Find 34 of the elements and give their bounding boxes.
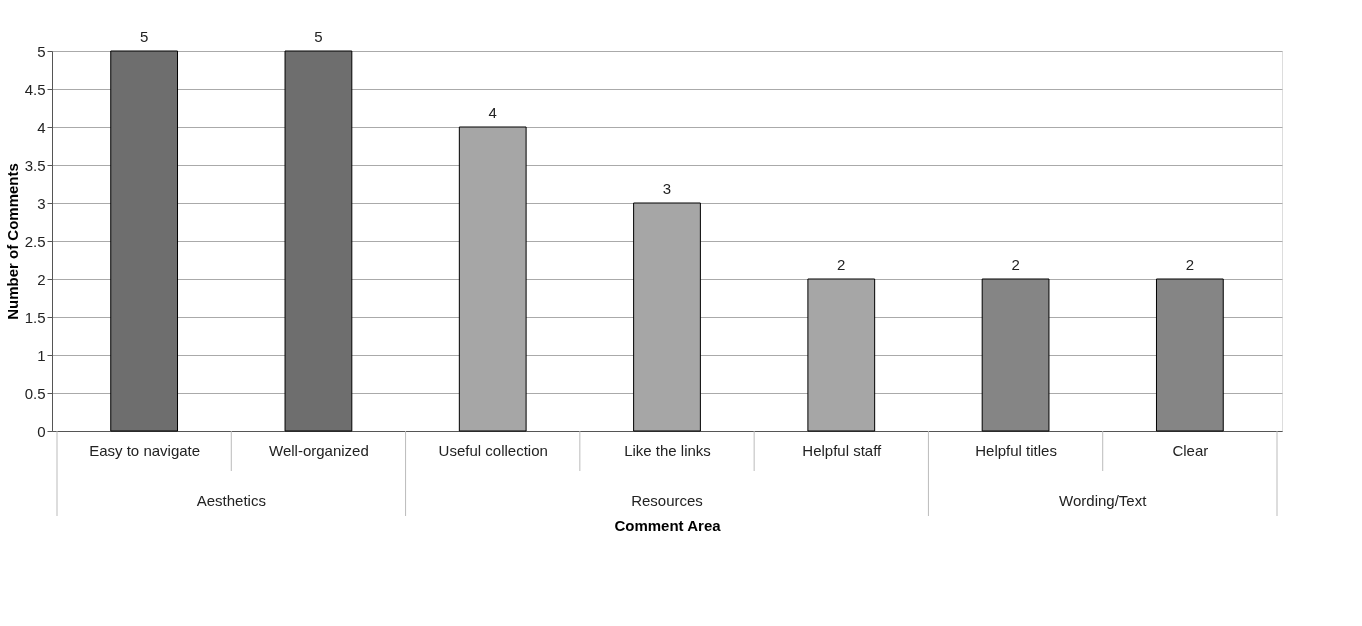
x-tick-label: Helpful titles bbox=[975, 441, 1057, 459]
y-axis-title: Number of Comments bbox=[3, 163, 21, 320]
x-axis-title: Comment Area bbox=[614, 516, 722, 534]
y-tick-label: 0 bbox=[37, 422, 46, 440]
y-tick-label: 5 bbox=[37, 42, 46, 60]
y-tick-label: 1 bbox=[37, 346, 46, 364]
x-tick-label: Helpful staff bbox=[802, 441, 883, 459]
data-label: 2 bbox=[1011, 256, 1020, 273]
bar bbox=[981, 278, 1050, 432]
data-label: 2 bbox=[837, 256, 846, 273]
x-tick-label: Well-organized bbox=[269, 441, 369, 459]
y-tick-label: 1.5 bbox=[24, 308, 46, 326]
x-tick-label: Easy to navigate bbox=[89, 441, 201, 459]
data-label: 2 bbox=[1185, 256, 1195, 273]
y-tick-label: 2 bbox=[37, 270, 46, 288]
bar bbox=[110, 50, 179, 432]
bar bbox=[1155, 278, 1224, 432]
x-tick-label: Clear bbox=[1172, 441, 1209, 459]
y-tick-label: 0.5 bbox=[24, 384, 46, 402]
y-tick-label: 4.5 bbox=[24, 80, 46, 98]
text: Wording/Text bbox=[1059, 492, 1148, 509]
x-tick-label: Like the links bbox=[624, 441, 711, 459]
text: Resources bbox=[631, 492, 703, 509]
text: Aesthetics bbox=[196, 492, 266, 509]
data-label: 3 bbox=[662, 180, 672, 197]
bar bbox=[284, 50, 353, 432]
y-tick-label: 3 bbox=[37, 194, 46, 212]
data-label: 5 bbox=[314, 28, 323, 45]
y-tick-label: 2.5 bbox=[24, 232, 46, 250]
data-label: 4 bbox=[488, 104, 497, 121]
data-label: 5 bbox=[139, 28, 149, 45]
y-tick-label: 4 bbox=[37, 118, 46, 136]
y-tick-label: 3.5 bbox=[24, 156, 46, 174]
x-tick-label: Useful collection bbox=[438, 441, 548, 459]
